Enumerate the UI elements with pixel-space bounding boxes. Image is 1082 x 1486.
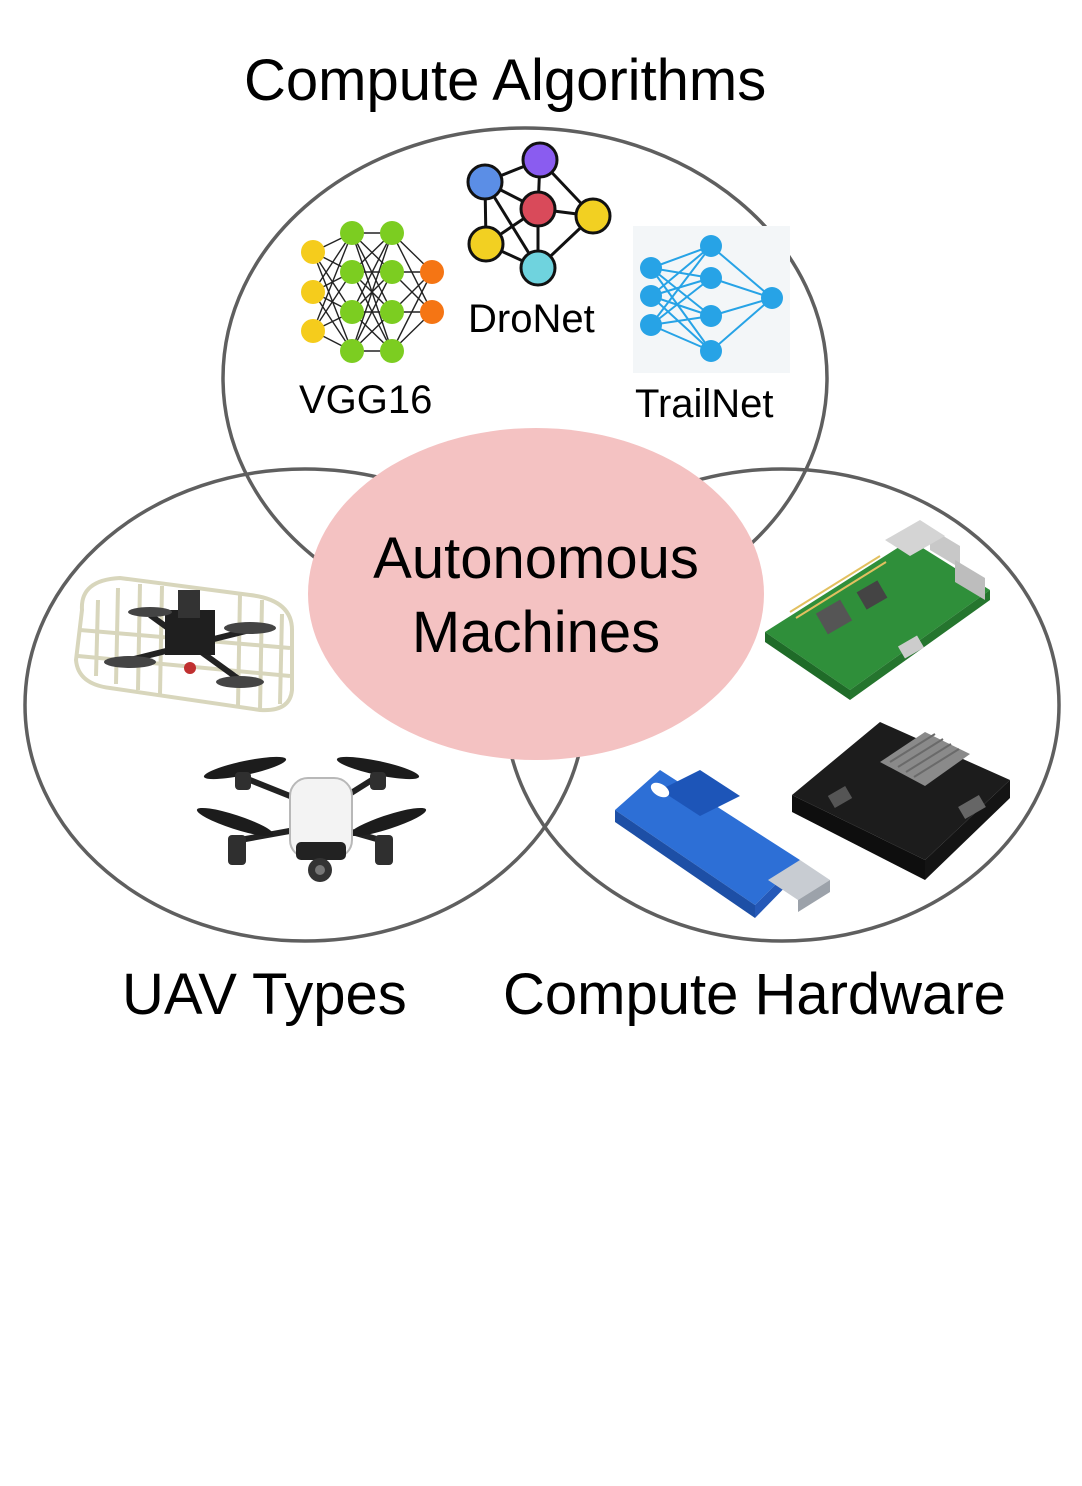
vgg16-network-icon [301, 221, 444, 363]
compute-hardware-title: Compute Hardware [503, 966, 1006, 1024]
caged-quadcopter-drone-image [76, 578, 292, 710]
center-label-line-1: Autonomous [308, 522, 764, 596]
vgg16-label: VGG16 [299, 380, 432, 420]
raspberry-pi-board-image [765, 520, 990, 700]
uav-types-title: UAV Types [122, 966, 407, 1024]
trailnet-label: TrailNet [635, 384, 774, 424]
dronet-network-icon [468, 143, 610, 285]
center-label: Autonomous Machines [308, 522, 764, 670]
center-label-line-2: Machines [308, 596, 764, 670]
jetson-dev-board-image [792, 722, 1010, 880]
dronet-label: DroNet [468, 299, 595, 339]
white-quadcopter-drone-image [195, 752, 428, 882]
trailnet-network-icon [633, 226, 790, 373]
compute-algorithms-title: Compute Algorithms [244, 52, 766, 110]
